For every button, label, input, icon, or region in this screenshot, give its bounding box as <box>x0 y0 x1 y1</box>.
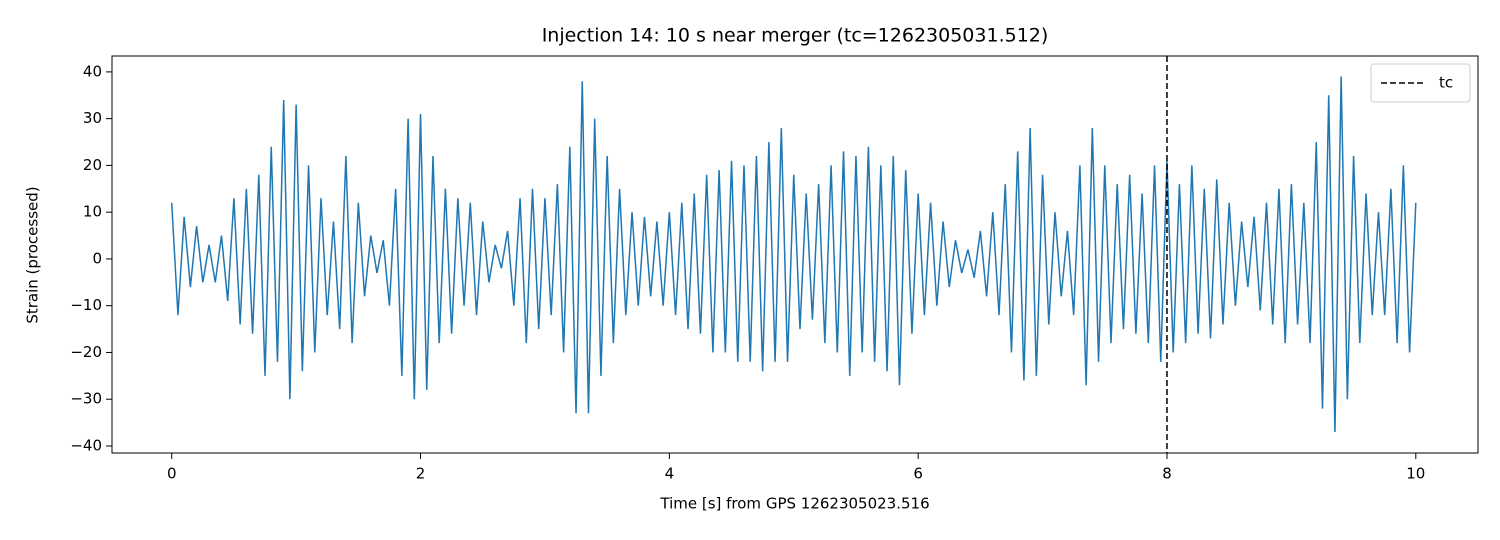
x-axis-label: Time [s] from GPS 1262305023.516 <box>659 495 929 513</box>
y-axis-label: Strain (processed) <box>24 186 42 323</box>
y-tick-label: 30 <box>83 109 102 127</box>
signal-line <box>170 76 1417 432</box>
legend-label: tc <box>1439 74 1453 92</box>
chart-title: Injection 14: 10 s near merger (tc=12623… <box>542 25 1049 47</box>
y-tick-label: 20 <box>83 156 102 174</box>
x-tick-label: 8 <box>1162 465 1172 483</box>
y-tick-label: 0 <box>92 249 102 267</box>
x-tick-label: 2 <box>416 465 426 483</box>
y-tick-label: −10 <box>70 296 102 314</box>
plot-frame <box>111 55 1479 454</box>
y-tick-label: −30 <box>70 390 102 408</box>
y-tick-label: −40 <box>70 436 102 454</box>
y-tick-label: 40 <box>83 62 102 80</box>
y-tick-label: 10 <box>83 203 102 221</box>
x-tick-label: 4 <box>665 465 675 483</box>
y-tick-label: −20 <box>70 343 102 361</box>
x-tick-label: 10 <box>1406 465 1425 483</box>
x-tick-label: 0 <box>167 465 177 483</box>
x-tick-label: 6 <box>913 465 923 483</box>
